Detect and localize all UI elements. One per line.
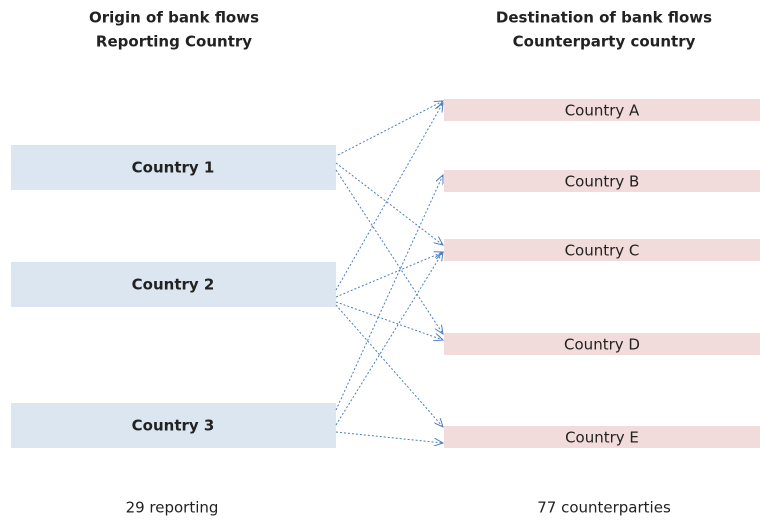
- origin-box: [11, 145, 336, 190]
- right-header: Destination of bank flows: [496, 9, 712, 27]
- left-header: Origin of bank flows: [89, 9, 259, 27]
- destination-label: Country E: [565, 429, 639, 447]
- origin-label: Country 2: [132, 276, 215, 294]
- arrow: [335, 162, 443, 245]
- origin-label: Country 3: [132, 417, 215, 435]
- flow-arrows: [335, 101, 443, 443]
- destination-label: Country A: [565, 102, 640, 120]
- destination-box: [444, 239, 760, 261]
- destination-label: Country C: [565, 242, 640, 260]
- left-header: Reporting Country: [96, 33, 252, 51]
- arrow: [335, 252, 443, 426]
- destination-label: Country B: [565, 173, 640, 191]
- destination-box: [444, 99, 760, 121]
- arrow: [335, 431, 443, 443]
- left-footer: 29 reporting: [126, 499, 219, 517]
- arrow: [335, 304, 443, 427]
- origin-box: [11, 262, 336, 307]
- destination-label: Country D: [564, 336, 640, 354]
- destination-boxes: Country A Country B Country C Country D …: [444, 99, 760, 448]
- destination-box: [444, 426, 760, 448]
- right-header: Counterparty country: [513, 33, 696, 51]
- arrow: [335, 175, 443, 411]
- origin-box: [11, 403, 336, 448]
- destination-box: [444, 333, 760, 355]
- destination-box: [444, 170, 760, 192]
- right-footer: 77 counterparties: [537, 499, 671, 517]
- origin-label: Country 1: [132, 159, 215, 177]
- arrow: [335, 103, 443, 291]
- arrow: [335, 169, 443, 334]
- origin-boxes: Country 1 Country 2 Country 3: [11, 145, 336, 448]
- arrow: [335, 301, 443, 340]
- arrow: [337, 101, 443, 156]
- arrow: [335, 252, 443, 298]
